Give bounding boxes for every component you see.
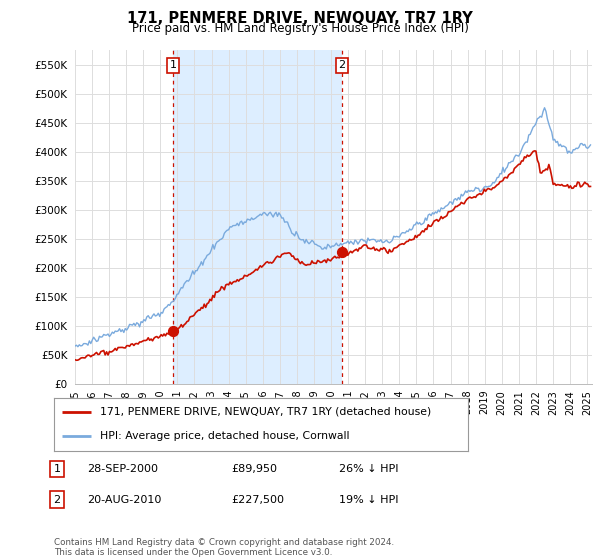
Text: HPI: Average price, detached house, Cornwall: HPI: Average price, detached house, Corn…	[100, 431, 349, 441]
Text: £227,500: £227,500	[231, 494, 284, 505]
Text: 26% ↓ HPI: 26% ↓ HPI	[339, 464, 398, 474]
Point	[168, 327, 178, 336]
Point	[337, 248, 347, 256]
Bar	[173, 50, 342, 384]
Text: Price paid vs. HM Land Registry's House Price Index (HPI): Price paid vs. HM Land Registry's House …	[131, 22, 469, 35]
Text: £89,950: £89,950	[231, 464, 277, 474]
Text: 171, PENMERE DRIVE, NEWQUAY, TR7 1RY: 171, PENMERE DRIVE, NEWQUAY, TR7 1RY	[127, 11, 473, 26]
Text: 2: 2	[53, 494, 61, 505]
Text: 19% ↓ HPI: 19% ↓ HPI	[339, 494, 398, 505]
Text: 1: 1	[169, 60, 176, 71]
Text: 2: 2	[338, 60, 346, 71]
Text: 28-SEP-2000: 28-SEP-2000	[87, 464, 158, 474]
Text: 1: 1	[53, 464, 61, 474]
Text: 20-AUG-2010: 20-AUG-2010	[87, 494, 161, 505]
Text: Contains HM Land Registry data © Crown copyright and database right 2024.
This d: Contains HM Land Registry data © Crown c…	[54, 538, 394, 557]
Text: 171, PENMERE DRIVE, NEWQUAY, TR7 1RY (detached house): 171, PENMERE DRIVE, NEWQUAY, TR7 1RY (de…	[100, 407, 431, 417]
